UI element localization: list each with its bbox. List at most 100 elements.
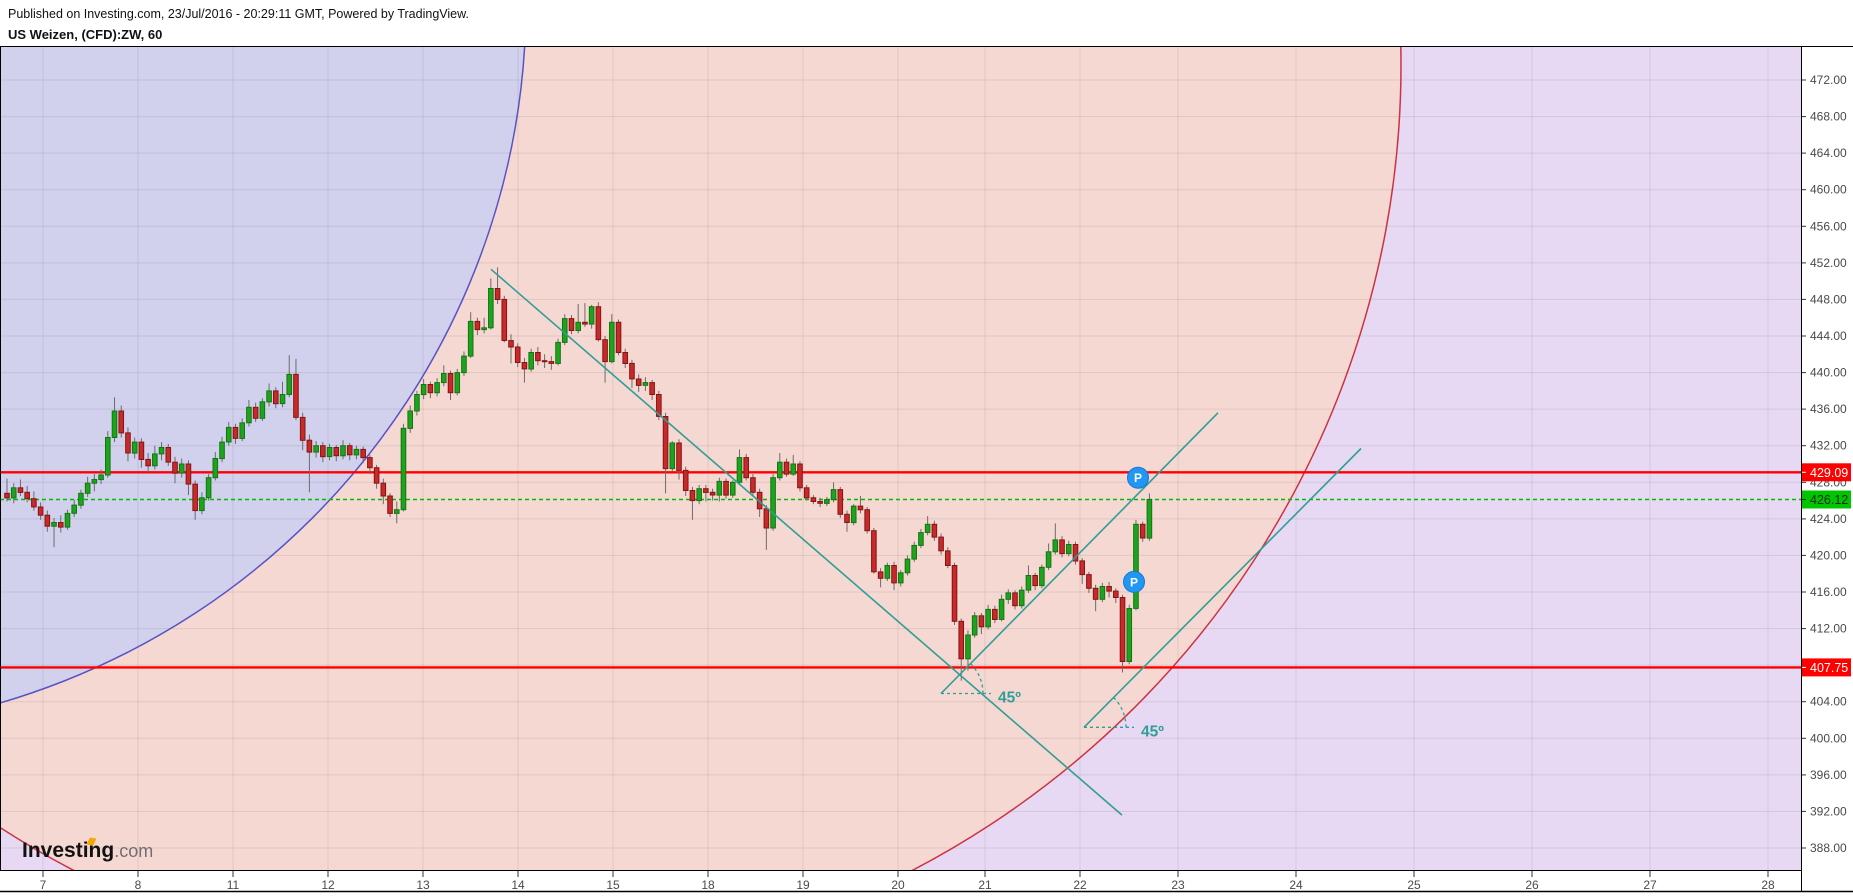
candle-down [57, 522, 64, 528]
candle-up [1126, 608, 1133, 662]
candle-down [501, 298, 508, 341]
candle-up [461, 355, 467, 374]
candle-down [689, 490, 696, 502]
price-tick-label: 400.00 [1810, 731, 1847, 745]
candle-down [37, 506, 44, 516]
candle-up [985, 608, 991, 628]
candle-down [629, 362, 635, 380]
candle-up [239, 422, 245, 439]
candle-up [561, 318, 568, 343]
price-tick-label: 432.00 [1810, 439, 1847, 453]
candle-down [387, 495, 393, 514]
price-badge-bg [1802, 490, 1851, 509]
candle-down [1139, 523, 1146, 539]
candle-up [400, 427, 407, 511]
price-tick-label: 412.00 [1810, 622, 1847, 636]
candle-up [420, 384, 427, 396]
candle-up [918, 532, 924, 546]
candle-down [877, 571, 884, 579]
candle-down [44, 514, 51, 527]
angle-arc [970, 663, 984, 694]
candle-down [447, 373, 454, 394]
candle-down [622, 352, 629, 364]
candle-up [326, 447, 333, 458]
price-tick-label: 392.00 [1810, 804, 1847, 818]
price-tick-label: 448.00 [1810, 292, 1847, 306]
candle-up [219, 441, 225, 460]
candle-up [84, 482, 91, 494]
price-tick-label: 420.00 [1810, 548, 1847, 562]
candle-down [810, 497, 817, 502]
candle-up [777, 461, 783, 479]
candle-down [656, 394, 662, 417]
candle-down [978, 615, 985, 628]
candle-up [824, 499, 830, 504]
price-axis[interactable]: 472.00 468.00 464.00 460.00 456.00 452.00 448.… [1801, 73, 1851, 855]
time-tick-label: 8 [135, 878, 142, 892]
candle-down [951, 565, 958, 622]
candle-down [662, 416, 669, 470]
candle-up [10, 487, 17, 499]
candle-up [313, 445, 319, 453]
marker-p-badge[interactable]: P [1127, 466, 1149, 489]
candle-down [293, 373, 299, 418]
uptrend-line-1[interactable] [940, 412, 1219, 695]
candle-down [333, 447, 340, 457]
candle-up [575, 321, 582, 331]
price-tick-label: 404.00 [1810, 695, 1847, 709]
candle-up [924, 523, 931, 533]
marker-circle-icon [1127, 466, 1149, 489]
candle-down [763, 508, 770, 529]
price-badge-label: 407.75 [1810, 661, 1848, 675]
candle-up [897, 572, 904, 584]
marker-p-badge[interactable]: P [1123, 570, 1145, 593]
trendlines [490, 268, 1362, 816]
candle-down [958, 620, 965, 660]
downtrend-line[interactable] [490, 268, 1123, 816]
time-axis[interactable]: 7 8 11 12 13 14 15 18 19 20 21 22 23 24 25 26 27 28 [40, 871, 1775, 892]
price-tick-label: 472.00 [1810, 73, 1847, 87]
price-badge-label: 426.12 [1810, 493, 1848, 507]
candle-up [965, 634, 971, 660]
time-tick-label: 11 [227, 878, 240, 892]
candle-down [743, 457, 750, 479]
candle-up [51, 522, 57, 527]
candle-up [353, 448, 360, 456]
time-tick-label: 18 [701, 878, 715, 892]
candle-up [528, 352, 534, 370]
candle-up [105, 437, 111, 476]
candle-down [125, 432, 131, 454]
candle-down [797, 463, 803, 489]
candle-down [4, 492, 10, 499]
price-tick-label: 468.00 [1810, 110, 1847, 124]
candle-up [434, 382, 440, 394]
time-tick-label: 28 [1761, 878, 1775, 892]
price-tick-label: 388.00 [1810, 841, 1847, 855]
price-badge-bg [1802, 463, 1851, 482]
candle-up [212, 458, 219, 479]
candle-down [864, 509, 870, 532]
candle-up [1065, 544, 1072, 555]
candle-down [192, 483, 198, 512]
candle-up [1146, 499, 1153, 539]
time-tick-label: 27 [1643, 878, 1657, 892]
price-levels [0, 471, 1801, 669]
candle-down [750, 477, 756, 493]
candle-up [488, 288, 494, 329]
time-tick-label: 20 [891, 878, 905, 892]
candle-down [1092, 587, 1099, 600]
time-tick-label: 26 [1525, 878, 1539, 892]
candle-up [259, 401, 266, 419]
uptrend-line-2[interactable] [1083, 447, 1362, 728]
candle-up [467, 320, 474, 357]
candle-down [1079, 560, 1086, 576]
investing-logo-suffix: .com [114, 841, 154, 861]
candle-up [736, 457, 743, 483]
candle-down [541, 360, 548, 363]
candle-up [98, 474, 104, 481]
candle-up [64, 512, 71, 528]
price-tick-label: 460.00 [1810, 183, 1847, 197]
time-tick-label: 14 [511, 878, 525, 892]
